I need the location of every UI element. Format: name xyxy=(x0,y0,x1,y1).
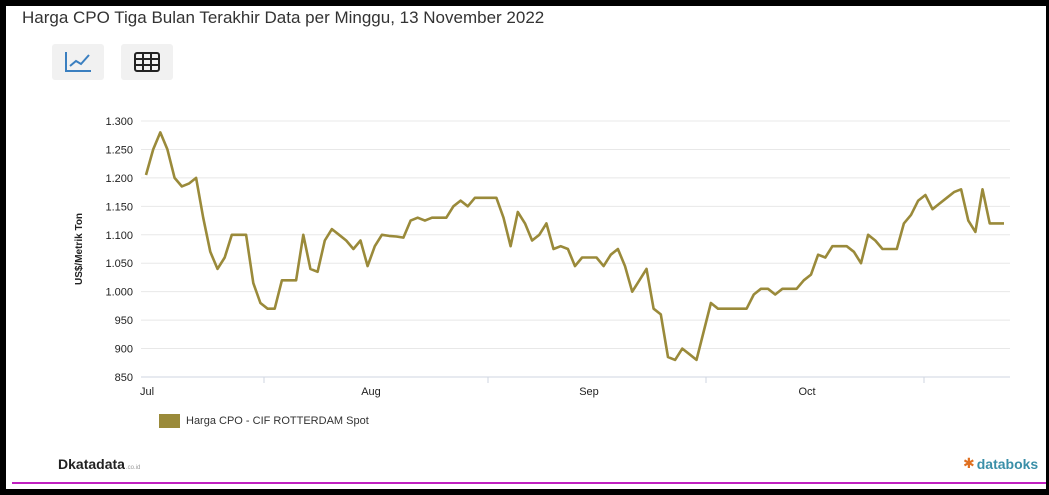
y-tick-label: 1.200 xyxy=(105,173,133,185)
table-grid-icon xyxy=(134,52,160,72)
x-tick-label: Aug xyxy=(361,386,381,398)
table-view-button[interactable] xyxy=(121,44,173,80)
x-tick-label: Jul xyxy=(140,386,154,398)
legend-label: Harga CPO - CIF ROTTERDAM Spot xyxy=(186,415,369,427)
y-tick-label: 850 xyxy=(115,372,133,384)
databoks-logo-text: databoks xyxy=(976,455,1039,472)
legend[interactable]: Harga CPO - CIF ROTTERDAM Spot xyxy=(159,414,369,428)
databoks-logo[interactable]: ✱ databoks xyxy=(963,455,1038,472)
katadata-logo[interactable]: Dkatadata .co.id xyxy=(58,456,140,472)
chart-title: Harga CPO Tiga Bulan Terakhir Data per M… xyxy=(22,8,545,27)
series-layer xyxy=(144,131,1004,362)
chart-panel: Harga CPO Tiga Bulan Terakhir Data per M… xyxy=(6,6,1049,489)
y-tick-label: 1.100 xyxy=(105,230,133,242)
databoks-mark-icon: ✱ xyxy=(963,455,975,471)
bottom-accent-rule xyxy=(12,482,1046,484)
y-tick-label: 1.050 xyxy=(105,258,133,270)
y-tick-label: 950 xyxy=(115,315,133,327)
y-tick-label: 1.150 xyxy=(105,201,133,213)
line-view-button[interactable] xyxy=(52,44,104,80)
series-line-cpo[interactable] xyxy=(144,131,1004,362)
x-tick-label: Sep xyxy=(579,386,599,398)
gridlines xyxy=(141,120,1010,378)
legend-swatch xyxy=(159,414,180,428)
y-tick-label: 1.300 xyxy=(105,116,133,128)
line-chart: 850 900 950 1.000 1.050 1.100 1.150 1.200 1.250 1… xyxy=(74,116,1010,398)
y-tick-label: 900 xyxy=(115,344,133,356)
katadata-logo-word: katadata xyxy=(68,456,125,472)
y-axis-label: US$/Metrik Ton xyxy=(74,213,85,285)
y-tick-label: 1.000 xyxy=(105,287,133,299)
tick-labels: 850 900 950 1.000 1.050 1.100 1.150 1.200 1.250 1… xyxy=(74,116,816,398)
katadata-logo-text: Dkatadata xyxy=(58,456,125,472)
axes xyxy=(263,377,925,383)
x-tick-label: Oct xyxy=(798,386,815,398)
line-chart-icon xyxy=(65,52,91,72)
y-tick-label: 1.250 xyxy=(105,144,133,156)
katadata-logo-suffix: .co.id xyxy=(125,465,141,471)
